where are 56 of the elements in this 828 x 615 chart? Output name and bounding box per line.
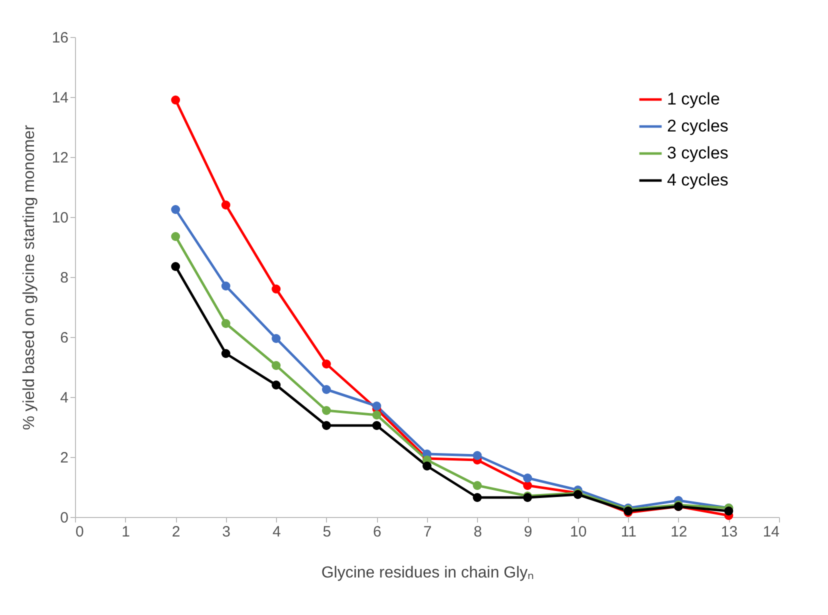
y-tick-label: 2 — [60, 450, 68, 466]
point — [422, 462, 432, 470]
point — [272, 284, 281, 294]
point — [171, 232, 180, 241]
point — [322, 385, 331, 394]
point — [221, 319, 230, 328]
y-tick-label: 8 — [60, 270, 68, 286]
x-tick-label: 13 — [720, 524, 738, 540]
point — [724, 506, 734, 516]
x-tick-label: 1 — [122, 524, 130, 540]
point — [372, 402, 382, 410]
legend-label: 4 cycles — [667, 170, 728, 190]
point — [272, 361, 281, 370]
point — [221, 200, 230, 210]
y-tick-label: 14 — [52, 90, 68, 106]
x-tick-label: 8 — [474, 524, 482, 540]
point — [171, 96, 180, 104]
y-tick-label: 6 — [60, 330, 68, 346]
y-tick-label: 12 — [52, 150, 68, 166]
y-tick-label: 4 — [60, 390, 68, 406]
point — [322, 360, 331, 368]
point — [322, 421, 331, 430]
point — [472, 451, 482, 460]
point — [272, 334, 281, 343]
y-tick-label: 0 — [60, 510, 68, 526]
point — [472, 481, 482, 490]
x-tick-label: 10 — [570, 524, 587, 540]
legend-label: 2 cycles — [667, 116, 728, 136]
x-tick-label: 5 — [322, 524, 332, 540]
x-tick-label: 2 — [172, 524, 180, 540]
point — [372, 421, 382, 430]
point — [221, 282, 230, 290]
point — [322, 406, 331, 415]
x-tick-label: 9 — [524, 524, 532, 540]
y-tick-label: 10 — [52, 210, 68, 226]
point — [472, 493, 482, 502]
legend-label: 3 cycles — [667, 144, 728, 162]
point — [523, 481, 532, 490]
x-tick-label: 11 — [620, 524, 636, 540]
x-tick-label: 12 — [670, 524, 688, 540]
x-tick-label: 0 — [76, 524, 84, 540]
x-tick-label: 3 — [222, 524, 231, 540]
x-tick-label: 4 — [272, 524, 281, 540]
y-axis-title: % yield based on glycine starting monomer — [20, 124, 38, 430]
point — [171, 205, 180, 214]
x-tick-label: 6 — [373, 524, 382, 540]
point — [523, 474, 532, 482]
x-tick-label: 14 — [762, 524, 780, 540]
x-tick-label: 7 — [423, 524, 432, 540]
y-tick-label: 16 — [52, 30, 68, 46]
legend-label: 1 cycle — [667, 90, 720, 108]
point — [221, 349, 230, 358]
point — [171, 262, 180, 271]
x-axis-title: Glycine residues in chain Glyₙ — [321, 564, 534, 582]
point — [272, 380, 281, 390]
point — [372, 410, 382, 420]
